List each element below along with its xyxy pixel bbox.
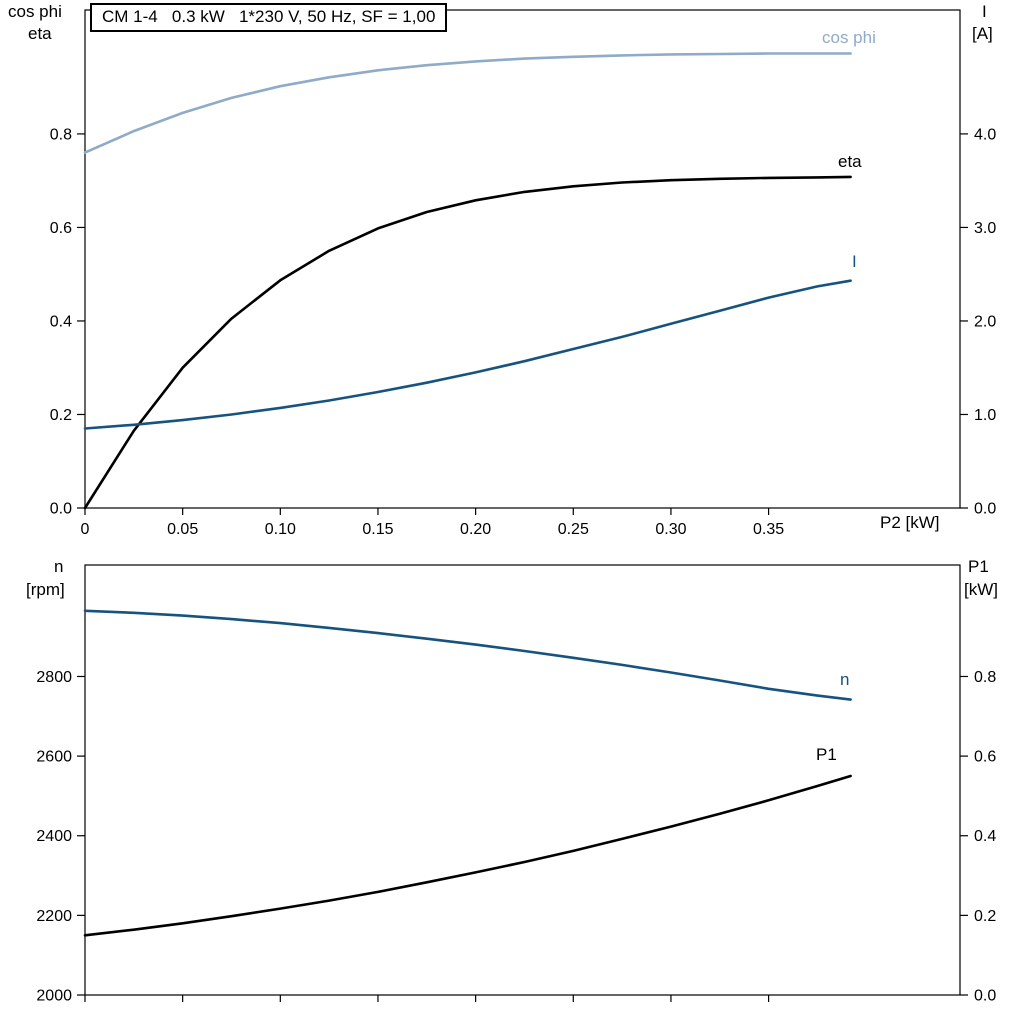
top-left-axis-label-line2: eta <box>28 24 52 43</box>
x-tick-label: 0.20 <box>460 521 491 538</box>
y-left-tick-label: 2600 <box>36 749 72 766</box>
curve-cos-phi <box>83 52 852 154</box>
y-right-tick-label: 1.0 <box>974 407 996 424</box>
x-tick-label: 0.05 <box>167 521 198 538</box>
curve-label-p1: P1 <box>816 745 837 764</box>
top-right-axis-label-line1: I <box>982 2 987 21</box>
x-tick-label: 0.30 <box>655 521 686 538</box>
curve-n <box>83 609 852 701</box>
y-right-tick-label: 3.0 <box>974 220 996 237</box>
x-tick-label: 0.10 <box>265 521 296 538</box>
curve-eta <box>83 175 852 510</box>
y-left-tick-label: 0.0 <box>50 501 72 518</box>
y-right-tick-label: 0.2 <box>974 908 996 925</box>
x-tick-label: 0.25 <box>558 521 589 538</box>
y-left-tick-label: 0.8 <box>50 126 72 143</box>
plot-frame <box>84 9 961 509</box>
x-axis-label: P2 [kW] <box>880 513 940 532</box>
plot-frame <box>84 564 961 996</box>
y-left-tick-label: 0.6 <box>50 220 72 237</box>
y-left-tick-label: 2000 <box>36 988 72 1005</box>
y-right-tick-label: 2.0 <box>974 313 996 330</box>
curve-label-current: I <box>852 252 857 271</box>
y-left-tick-label: 2200 <box>36 908 72 925</box>
y-right-tick-label: 0.0 <box>974 501 996 518</box>
y-right-tick-label: 4.0 <box>974 126 996 143</box>
curve-p1 <box>83 774 852 937</box>
chart-title-box: CM 1-4 0.3 kW 1*230 V, 50 Hz, SF = 1,00 <box>90 3 448 32</box>
top-right-axis-label-line2: [A] <box>972 24 993 43</box>
y-right-tick-label: 0.6 <box>974 749 996 766</box>
y-left-tick-label: 2400 <box>36 828 72 845</box>
bottom-right-axis-label-line2: [kW] <box>964 580 998 599</box>
y-left-tick-label: 0.4 <box>50 313 72 330</box>
y-right-tick-label: 0.8 <box>974 669 996 686</box>
top-left-axis-label-line1: cos phi <box>8 2 62 21</box>
curve-label-speed: n <box>840 670 850 689</box>
x-tick-label: 0.15 <box>362 521 393 538</box>
x-tick-label: 0 <box>81 521 90 538</box>
y-right-tick-label: 0.4 <box>974 828 996 845</box>
bottom-left-axis-label-line1: n <box>54 557 64 576</box>
bottom-left-axis-label-line2: [rpm] <box>26 580 65 599</box>
curve-i <box>83 279 852 430</box>
y-right-tick-label: 0.0 <box>974 988 996 1005</box>
curve-label-cos-phi: cos phi <box>822 28 876 47</box>
y-left-tick-label: 0.2 <box>50 407 72 424</box>
y-left-tick-label: 2800 <box>36 669 72 686</box>
curve-label-eta: eta <box>838 152 862 171</box>
x-tick-label: 0.35 <box>753 521 784 538</box>
bottom-right-axis-label-line1: P1 <box>968 557 989 576</box>
